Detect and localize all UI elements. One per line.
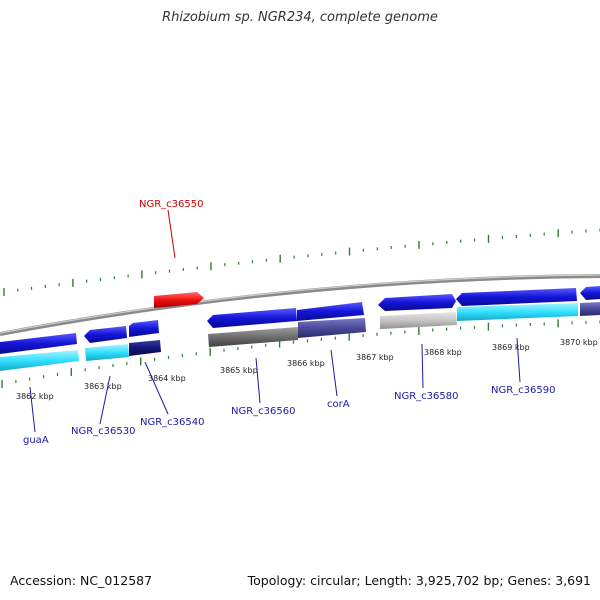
- gene-label-NGR-c36560[interactable]: NGR_c36560: [231, 406, 296, 417]
- gene-function-NGR-c36540[interactable]: [129, 340, 161, 356]
- kbp-label: 3870 kbp: [560, 338, 598, 347]
- gene-feature-NGR-c36530-upper[interactable]: [84, 326, 127, 343]
- gene-names: guaA NGR_c36530 NGR_c36540 NGR_c36550 NG…: [23, 199, 556, 446]
- gene-leader-lines: [29, 209, 521, 433]
- leader-line-guaA: [29, 386, 36, 433]
- kbp-label: 3867 kbp: [356, 353, 394, 362]
- gene-feature-NGR-c36590-upper[interactable]: [456, 288, 577, 306]
- leader-line-NGR-c36590: [516, 337, 521, 383]
- gene-function-corA[interactable]: [298, 318, 366, 338]
- kbp-label: 3866 kbp: [287, 359, 325, 368]
- kbp-label: 3869 kbp: [492, 343, 530, 352]
- kbp-label: 3865 kbp: [220, 366, 258, 375]
- leader-line-NGR-c36540: [144, 361, 169, 415]
- gene-feature-NGR-c36580-upper[interactable]: [378, 294, 456, 311]
- topology-text: Topology: circular; Length: 3,925,702 bp…: [247, 573, 591, 588]
- kbp-labels: 3862 kbp 3863 kbp 3864 kbp 3865 kbp 3866…: [16, 338, 598, 401]
- leader-line-corA: [330, 349, 338, 397]
- kbp-label: 3863 kbp: [84, 382, 122, 391]
- gene-function-guaA[interactable]: [0, 350, 79, 371]
- gene-function-NGR-c36590[interactable]: [457, 303, 578, 321]
- gene-feature-NGR-c36550[interactable]: [154, 292, 204, 308]
- gene-feature-guaA-upper[interactable]: [0, 333, 77, 354]
- accession-text: Accession: NC_012587: [10, 573, 153, 588]
- kbp-label: 3868 kbp: [424, 348, 462, 357]
- gene-label-NGR-c36580[interactable]: NGR_c36580: [394, 391, 459, 402]
- gene-label-NGR-c36550[interactable]: NGR_c36550: [139, 199, 204, 210]
- gene-feature-next-upper[interactable]: [580, 286, 600, 300]
- gene-feature-NGR-c36540-upper[interactable]: [129, 320, 159, 337]
- map-title: Rhizobium sp. NGR234, complete genome: [162, 10, 438, 25]
- gene-function-NGR-c36530[interactable]: [85, 344, 129, 361]
- genome-backbone: [0, 274, 600, 336]
- gene-label-corA[interactable]: corA: [327, 399, 350, 410]
- genome-backbone-highlight: [0, 274, 600, 334]
- gene-function-next[interactable]: [580, 302, 600, 316]
- gene-function-NGR-c36580[interactable]: [380, 312, 457, 329]
- gene-function-NGR-c36560[interactable]: [208, 327, 298, 347]
- gene-label-NGR-c36540[interactable]: NGR_c36540: [140, 417, 205, 428]
- leader-line-NGR-c36550: [167, 209, 176, 259]
- gene-label-NGR-c36530[interactable]: NGR_c36530: [71, 426, 136, 437]
- gene-features: [0, 286, 600, 371]
- leader-line-NGR-c36560: [255, 357, 261, 404]
- gene-feature-corA-upper[interactable]: [297, 302, 364, 321]
- gene-label-NGR-c36590[interactable]: NGR_c36590: [491, 385, 556, 396]
- gene-feature-NGR-c36560-upper[interactable]: [207, 308, 297, 328]
- kbp-label: 3862 kbp: [16, 392, 54, 401]
- leader-line-NGR-c36580: [421, 343, 424, 389]
- outer-tick-marks: [3, 228, 600, 296]
- kbp-label: 3864 kbp: [148, 374, 186, 383]
- inner-tick-marks: [1, 319, 600, 388]
- leader-line-NGR-c36530: [99, 375, 111, 425]
- gene-label-guaA[interactable]: guaA: [23, 435, 49, 446]
